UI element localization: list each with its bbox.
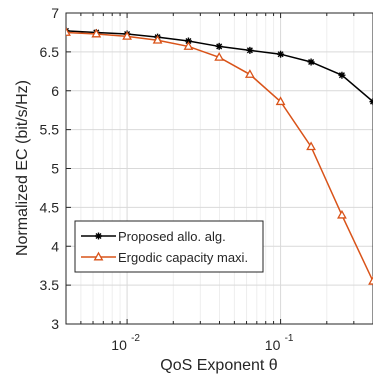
data-point-1 xyxy=(183,41,194,50)
x-tick-label-exponent: -2 xyxy=(131,333,140,344)
legend-label-proposed: Proposed allo. alg. xyxy=(118,229,226,244)
y-tick-label: 4 xyxy=(51,238,59,254)
data-point-0 xyxy=(184,37,192,45)
legend-marker-triangle xyxy=(93,251,104,261)
axis-labels: QoS Exponent θ Normalized EC (bit/s/Hz) xyxy=(14,80,278,374)
data-point-1 xyxy=(91,28,102,38)
legend-marker-proposed xyxy=(95,232,102,240)
legend-marker-asterisk xyxy=(95,232,102,240)
y-tick-label: 7 xyxy=(51,5,59,21)
data-point-0 xyxy=(277,50,285,58)
data-point-1 xyxy=(244,69,255,78)
data-point-1 xyxy=(368,275,373,285)
x-axis-label: QoS Exponent θ xyxy=(160,357,278,374)
axis-ticks: 3 3.5 4 4.5 5 5.5 6 6.5 7 10 -2 10 -1 xyxy=(40,5,373,353)
data-point-0 xyxy=(338,71,346,79)
y-tick-label: 5.5 xyxy=(40,122,60,138)
data-point-1 xyxy=(214,51,225,61)
data-point-1 xyxy=(152,34,163,44)
x-tick-label-exponent: -1 xyxy=(285,333,294,344)
y-tick-label: 6.5 xyxy=(40,44,60,60)
y-tick-label: 3.5 xyxy=(40,277,60,293)
data-point-1 xyxy=(275,96,286,106)
data-point-1 xyxy=(66,27,71,36)
legend: Proposed allo. alg. Ergodic capacity max… xyxy=(74,220,264,273)
series-lines xyxy=(66,27,373,285)
x-tick-label: 10 xyxy=(265,337,281,353)
y-tick-label: 6 xyxy=(51,83,59,99)
legend-box xyxy=(74,220,264,273)
grid xyxy=(66,13,373,324)
data-point-0 xyxy=(307,58,315,66)
y-tick-label: 4.5 xyxy=(40,199,60,215)
legend-marker-ergodic xyxy=(93,251,104,261)
data-point-1 xyxy=(337,209,347,219)
data-point-0 xyxy=(246,46,254,54)
data-point-0 xyxy=(215,42,223,50)
data-point-1 xyxy=(306,141,316,151)
y-tick-label: 5 xyxy=(51,161,59,177)
x-tick-label: 10 xyxy=(111,337,127,353)
data-point-1 xyxy=(122,30,132,40)
y-tick-label: 3 xyxy=(51,316,59,332)
y-axis-label: Normalized EC (bit/s/Hz) xyxy=(14,80,31,256)
legend-label-ergodic: Ergodic capacity maxi. xyxy=(118,250,248,265)
